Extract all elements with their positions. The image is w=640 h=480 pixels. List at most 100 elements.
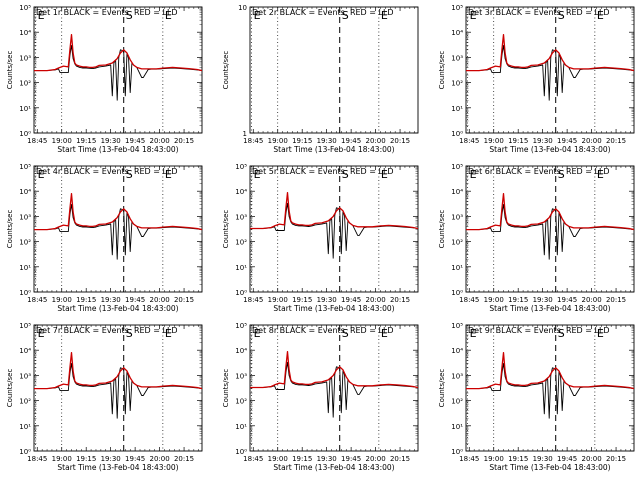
y-tick-label: 10⁰	[19, 289, 31, 297]
y-tick-label: 10⁴	[451, 188, 463, 196]
x-tick-label: 19:00	[268, 296, 288, 304]
x-tick-label: 19:45	[341, 455, 361, 463]
x-tick-label: 19:30	[533, 455, 553, 463]
y-axis-label: Counts/sec	[438, 210, 446, 249]
panel-6: Det 6r BLACK = Events, RED = LLD Counts/s…	[438, 163, 635, 313]
y-tick-label: 10³	[451, 54, 463, 62]
x-tick-label: 19:00	[52, 455, 72, 463]
x-tick-label: 19:15	[292, 296, 312, 304]
x-tick-label: 19:15	[508, 455, 528, 463]
plot-frame	[249, 6, 419, 134]
panel-7: Det 7r BLACK = Events, RED = LLD Counts/s…	[6, 322, 203, 472]
x-tick-label: 19:00	[268, 455, 288, 463]
x-tick-label: 19:00	[268, 137, 288, 145]
series-events	[466, 362, 634, 419]
series-lld	[34, 192, 202, 231]
x-tick-label: 19:15	[292, 137, 312, 145]
series-lld	[466, 192, 634, 231]
marker-label: S	[342, 168, 349, 181]
panel-title: Det 5r BLACK = Events, RED = LLD	[252, 167, 394, 176]
marker-label: E	[38, 327, 45, 340]
panel-9: Det 9r BLACK = Events, RED = LLD Counts/s…	[438, 322, 635, 472]
x-axis-label: Start Time (13-Feb-04 18:43:00)	[489, 463, 610, 472]
marker-label: E	[165, 168, 172, 181]
marker-label: E	[38, 168, 45, 181]
x-tick-label: 18:45	[459, 137, 479, 145]
y-tick-label: 10²	[235, 239, 247, 247]
series-events	[34, 203, 202, 260]
y-axis-label: Counts/sec	[6, 369, 14, 408]
x-tick-label: 19:00	[484, 455, 504, 463]
x-tick-label: 20:00	[581, 296, 601, 304]
series-lld	[34, 33, 202, 72]
x-axis-label: Start Time (13-Feb-04 18:43:00)	[57, 145, 178, 154]
x-axis-label: Start Time (13-Feb-04 18:43:00)	[273, 145, 394, 154]
x-tick-label: 18:45	[27, 137, 47, 145]
marker-label: E	[470, 168, 477, 181]
y-tick-label: 10³	[19, 372, 31, 380]
x-tick-label: 19:15	[508, 296, 528, 304]
x-tick-label: 19:15	[76, 296, 96, 304]
x-tick-label: 19:00	[484, 137, 504, 145]
y-tick-label: 10²	[19, 398, 31, 406]
panel-2: Det 2r BLACK = Events, RED = LLD Counts/s…	[222, 4, 419, 154]
x-axis-label: Start Time (13-Feb-04 18:43:00)	[489, 145, 610, 154]
y-tick-label: 10⁰	[19, 130, 31, 138]
x-axis-label: Start Time (13-Feb-04 18:43:00)	[273, 463, 394, 472]
x-tick-label: 20:15	[390, 296, 410, 304]
x-tick-label: 18:45	[459, 455, 479, 463]
y-tick-label: 10⁴	[451, 347, 463, 355]
panel-title: Det 9r BLACK = Events, RED = LLD	[468, 326, 610, 335]
y-tick-label: 10⁵	[235, 322, 247, 330]
y-tick-label: 10⁴	[19, 347, 31, 355]
x-axis-label: Start Time (13-Feb-04 18:43:00)	[489, 304, 610, 313]
x-tick-label: 18:45	[243, 296, 263, 304]
y-axis-label: Counts/sec	[438, 369, 446, 408]
x-tick-label: 20:15	[174, 455, 194, 463]
x-tick-label: 20:15	[390, 455, 410, 463]
marker-label: E	[381, 327, 388, 340]
y-tick-label: 10²	[451, 239, 463, 247]
x-tick-label: 20:00	[365, 455, 385, 463]
y-tick-label: 10³	[451, 213, 463, 221]
panel-title: Det 3r BLACK = Events, RED = LLD	[468, 8, 610, 17]
panel-title: Det 4r BLACK = Events, RED = LLD	[36, 167, 178, 176]
x-tick-label: 18:45	[27, 455, 47, 463]
y-tick-label: 10¹	[451, 105, 463, 113]
y-tick-label: 10⁰	[451, 130, 463, 138]
y-axis-label: Counts/sec	[438, 51, 446, 90]
y-tick-label: 10⁴	[235, 188, 247, 196]
x-tick-label: 19:30	[317, 137, 337, 145]
marker-label: E	[254, 9, 261, 22]
marker-label: S	[126, 9, 133, 22]
series-events	[250, 202, 418, 259]
y-tick-label: 10⁵	[19, 163, 31, 171]
series-lld	[250, 191, 418, 230]
marker-label: E	[165, 9, 172, 22]
y-tick-label: 10²	[451, 398, 463, 406]
y-tick-label: 10³	[235, 372, 247, 380]
y-tick-label: 10³	[235, 213, 247, 221]
x-tick-label: 19:45	[125, 296, 145, 304]
marker-label: S	[558, 327, 565, 340]
x-tick-label: 19:45	[341, 137, 361, 145]
y-tick-label: 1	[243, 130, 247, 138]
y-axis-label: Counts/sec	[6, 51, 14, 90]
y-tick-label: 10⁰	[235, 448, 247, 456]
marker-label: E	[254, 168, 261, 181]
x-tick-label: 19:45	[341, 296, 361, 304]
x-tick-label: 19:45	[557, 455, 577, 463]
marker-label: E	[381, 9, 388, 22]
y-tick-label: 10	[238, 4, 247, 12]
x-tick-label: 20:15	[174, 137, 194, 145]
x-tick-label: 20:15	[606, 296, 626, 304]
x-tick-label: 19:30	[101, 137, 121, 145]
x-tick-label: 20:15	[390, 137, 410, 145]
panel-title: Det 2r BLACK = Events, RED = LLD	[252, 8, 394, 17]
x-axis-label: Start Time (13-Feb-04 18:43:00)	[57, 304, 178, 313]
x-tick-label: 19:30	[317, 296, 337, 304]
y-axis-label: Counts/sec	[6, 210, 14, 249]
x-tick-label: 18:45	[243, 455, 263, 463]
x-axis-label: Start Time (13-Feb-04 18:43:00)	[57, 463, 178, 472]
